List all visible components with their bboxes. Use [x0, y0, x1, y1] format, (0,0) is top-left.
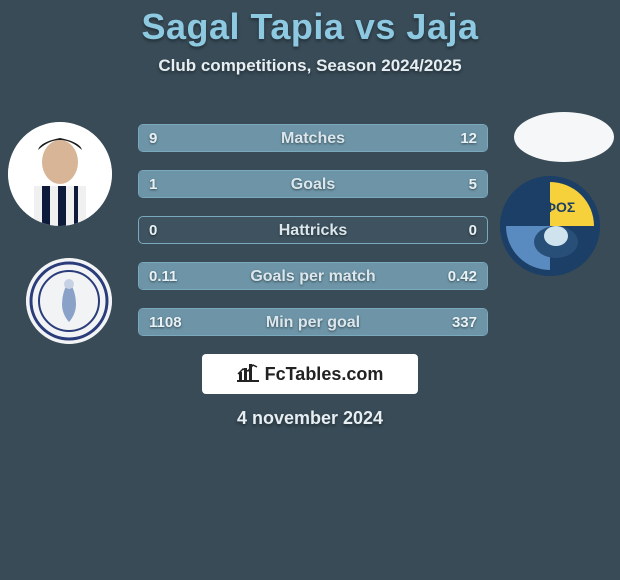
branding-label: FcTables.com — [265, 364, 384, 385]
player-right-avatar — [514, 112, 614, 162]
page-subtitle: Club competitions, Season 2024/2025 — [0, 56, 620, 76]
comparison-card: Sagal Tapia vs Jaja Club competitions, S… — [0, 0, 620, 580]
player-left-avatar — [8, 122, 112, 226]
stat-row: 0.110.42Goals per match — [138, 262, 488, 290]
club-left-crest — [26, 258, 112, 344]
stat-label: Goals — [139, 171, 487, 198]
stats-bars: 912Matches 15Goals 00Hattricks 0.110.42Goal… — [138, 124, 488, 354]
stat-label: Matches — [139, 125, 487, 152]
stat-label: Min per goal — [139, 309, 487, 336]
page-title: Sagal Tapia vs Jaja — [0, 0, 620, 48]
stat-row: 912Matches — [138, 124, 488, 152]
stat-row: 15Goals — [138, 170, 488, 198]
svg-text:ΠΑΦΟΣ: ΠΑΦΟΣ — [525, 199, 576, 215]
chart-icon — [237, 362, 259, 387]
stat-label: Hattricks — [139, 217, 487, 244]
stat-row: 00Hattricks — [138, 216, 488, 244]
branding-box: FcTables.com — [202, 354, 418, 394]
stat-row: 1108337Min per goal — [138, 308, 488, 336]
stat-label: Goals per match — [139, 263, 487, 290]
date-line: 4 november 2024 — [0, 408, 620, 429]
club-right-crest: ΠΑΦΟΣ — [500, 176, 600, 276]
